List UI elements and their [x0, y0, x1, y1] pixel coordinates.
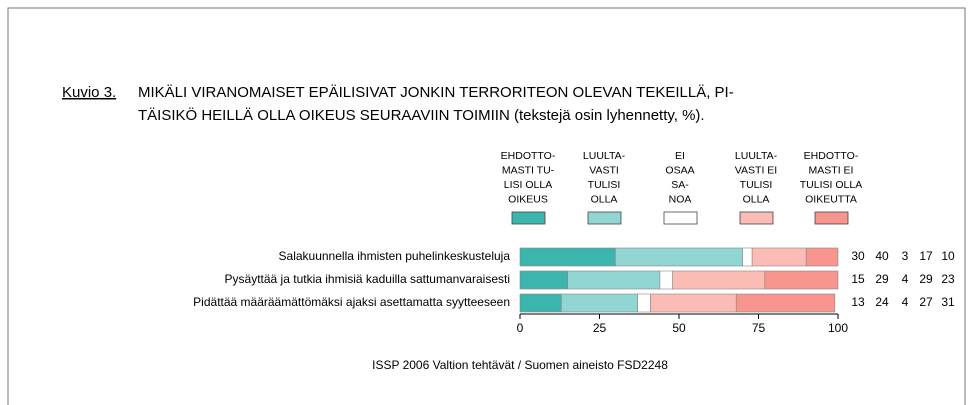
- bar-segment: [742, 247, 753, 267]
- legend-swatch: [663, 211, 698, 225]
- x-tick-label: 100: [828, 321, 848, 335]
- legend-label: TULISI OLLA: [800, 179, 862, 191]
- x-tick-label: 50: [672, 321, 686, 335]
- value-label: 10: [941, 249, 955, 263]
- bar-segment: [615, 247, 743, 267]
- legend-swatch: [511, 211, 546, 225]
- x-tick-label: 75: [752, 321, 766, 335]
- legend-label: OIKEUS: [508, 193, 548, 205]
- source: ISSP 2006 Valtion tehtävät / Suomen aine…: [372, 358, 668, 372]
- legend-label: NOA: [669, 193, 692, 205]
- bar-segment: [567, 270, 661, 290]
- value-label: 40: [875, 249, 889, 263]
- bar-segment: [751, 247, 807, 267]
- x-tick-label: 0: [517, 321, 524, 335]
- value-label: 4: [902, 295, 909, 309]
- legend-label: OLLA: [743, 193, 770, 205]
- legend-swatch: [739, 211, 774, 225]
- frame: [7, 7, 966, 405]
- value-label: 24: [875, 295, 889, 309]
- legend-swatch: [587, 211, 622, 225]
- value-label: 29: [919, 272, 933, 286]
- value-label: 13: [851, 295, 865, 309]
- legend-label: TULISI: [588, 179, 621, 191]
- legend-label: OIKEUTTA: [805, 193, 857, 205]
- legend-label: OLLA: [591, 193, 618, 205]
- legend-label: LUULTA-: [583, 150, 626, 162]
- legend-label: MASTI EI: [809, 164, 854, 176]
- legend-label: VASTI: [589, 164, 619, 176]
- value-label: 31: [941, 295, 955, 309]
- legend-label: TULISI: [740, 179, 773, 191]
- legend-swatch: [814, 211, 849, 225]
- bar-segment: [637, 293, 651, 313]
- bar-segment: [519, 293, 562, 313]
- value-label: 23: [941, 272, 955, 286]
- figure-label: Kuvio 3.: [62, 84, 116, 101]
- legend-label: LUULTA-: [735, 150, 778, 162]
- x-tick-label: 25: [593, 321, 607, 335]
- legend-label: EI: [675, 150, 685, 162]
- bar-segment: [672, 270, 766, 290]
- legend-label: VASTI EI: [735, 164, 777, 176]
- value-label: 3: [902, 249, 909, 263]
- chart-title: TÄISIKÖ HEILLÄ OLLA OIKEUS SEURAAVIIN TO…: [138, 106, 705, 124]
- bar-segment: [659, 270, 673, 290]
- bar-segment: [735, 293, 836, 313]
- value-label: 29: [875, 272, 889, 286]
- legend-label: LISI OLLA: [504, 179, 552, 191]
- legend-label: EHDOTTO-: [804, 150, 859, 162]
- legend-label: SA-: [671, 179, 689, 191]
- bar-segment: [764, 270, 839, 290]
- bar-segment: [519, 247, 616, 267]
- bar-segment: [805, 247, 839, 267]
- chart-title: MIKÄLI VIRANOMAISET EPÄILISIVAT JONKIN T…: [138, 84, 734, 101]
- category-label: Pidättää määräämättömäksi ajaksi asettam…: [193, 295, 510, 309]
- legend-label: MASTI TU-: [502, 164, 555, 176]
- value-label: 15: [851, 272, 865, 286]
- bar-segment: [561, 293, 638, 313]
- category-label: Salakuunnella ihmisten puhelinkeskustelu…: [279, 249, 511, 263]
- category-label: Pysäyttää ja tutkia ihmisiä kaduilla sat…: [225, 272, 510, 286]
- bar-segment: [519, 270, 569, 290]
- value-label: 27: [919, 295, 933, 309]
- value-label: 30: [851, 249, 865, 263]
- bar-segment: [650, 293, 737, 313]
- legend-label: OSAA: [665, 164, 694, 176]
- value-label: 17: [919, 249, 933, 263]
- legend-label: EHDOTTO-: [501, 150, 556, 162]
- value-label: 4: [902, 272, 909, 286]
